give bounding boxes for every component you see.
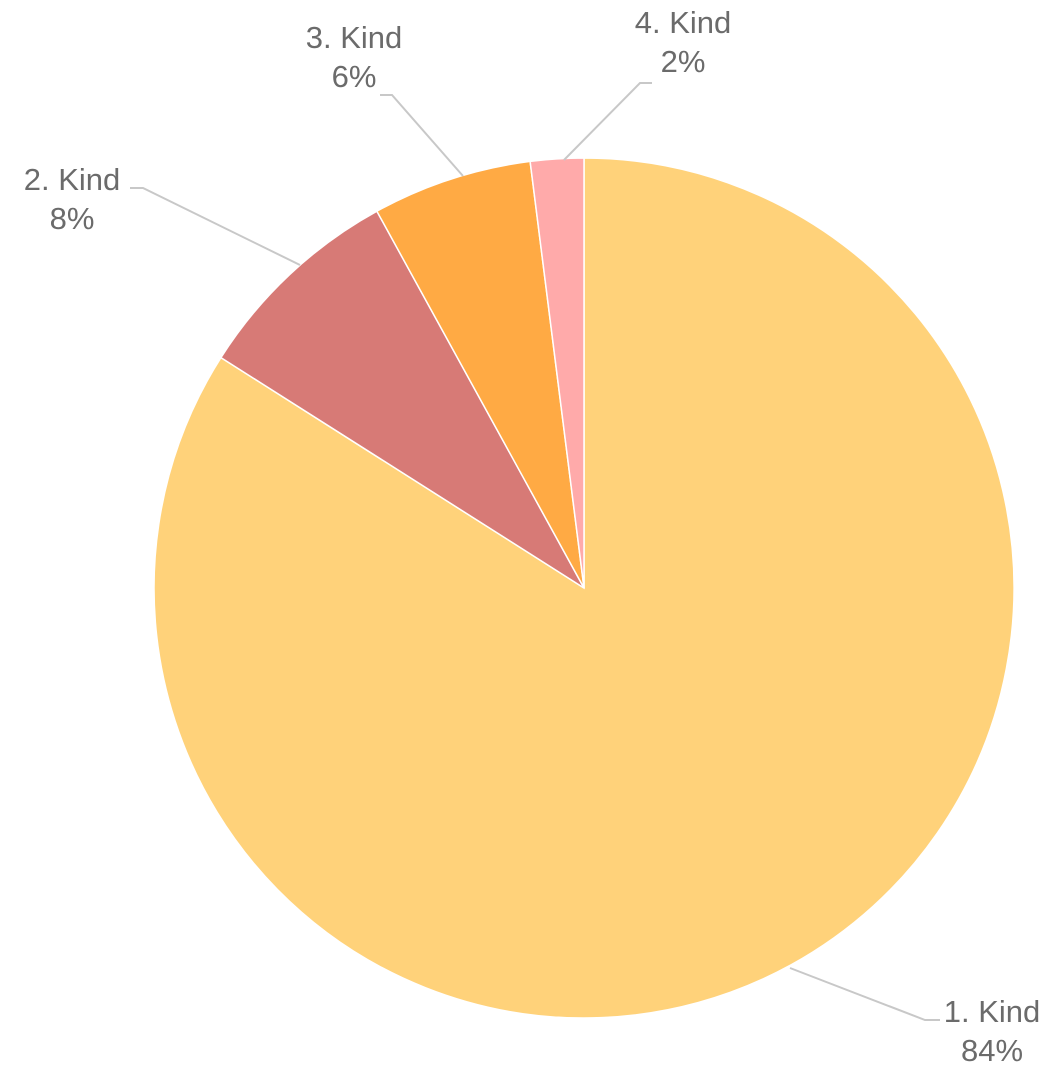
leader-line-3 <box>380 94 464 177</box>
leader-line-1 <box>789 967 940 1021</box>
leader-line-2 <box>130 187 301 266</box>
slice-percent-3: 6% <box>332 59 377 94</box>
slices-layer <box>153 157 1015 1019</box>
slice-label-1: 1. Kind <box>944 994 1041 1029</box>
pie-slice-4 <box>529 157 585 589</box>
leader-lines-layer <box>130 82 940 1021</box>
leader-line-4 <box>563 82 652 161</box>
pie-slice-3 <box>375 160 585 589</box>
slice-label-2: 2. Kind <box>24 162 121 197</box>
pie-slice-2 <box>219 210 585 589</box>
slice-percent-4: 2% <box>661 44 706 79</box>
data-labels-layer: 1. Kind 84% 2. Kind 8% 3. Kind 6% 4. Kind 2% <box>24 5 1041 1068</box>
pie-slice-1 <box>153 157 1015 1019</box>
slice-percent-1: 84% <box>961 1033 1023 1068</box>
slice-percent-2: 8% <box>50 201 95 236</box>
slice-label-3: 3. Kind <box>306 20 403 55</box>
slice-label-4: 4. Kind <box>635 5 732 40</box>
